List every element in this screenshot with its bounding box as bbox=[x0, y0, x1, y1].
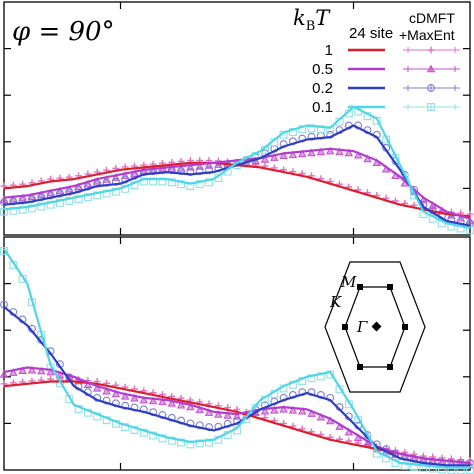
triangle-marker bbox=[279, 404, 288, 413]
triangle-marker bbox=[139, 395, 149, 404]
k-point-marker bbox=[357, 364, 363, 370]
triangle-marker bbox=[353, 150, 363, 159]
triangle-marker bbox=[111, 389, 121, 398]
triangle-marker bbox=[130, 393, 139, 402]
triangle-marker bbox=[120, 391, 130, 400]
24-site-curves bbox=[3, 105, 471, 469]
series-line-0.2 bbox=[3, 306, 470, 467]
triangle-marker bbox=[18, 366, 27, 374]
triangle-marker bbox=[102, 386, 111, 395]
series-line-0.1 bbox=[3, 248, 470, 469]
triangle-marker bbox=[344, 148, 354, 157]
label-K: K bbox=[329, 293, 342, 311]
triangle-marker bbox=[270, 153, 279, 161]
legend-temperature-label: 0.5 bbox=[312, 61, 333, 78]
legend-24site-header: 24 site bbox=[349, 25, 393, 42]
triangle-marker bbox=[130, 169, 139, 178]
legend-cdmft-header-line1: cDMFT bbox=[409, 10, 455, 26]
k-point-marker bbox=[357, 284, 363, 290]
circle-marker bbox=[0, 198, 8, 207]
legend-temperature-label: 0.2 bbox=[312, 80, 333, 97]
circle-marker bbox=[427, 84, 435, 92]
triangle-marker bbox=[9, 368, 18, 376]
triangle-marker bbox=[148, 396, 158, 405]
label-Gamma: Γ bbox=[356, 318, 368, 336]
triangle-marker bbox=[260, 155, 270, 163]
k-point-marker bbox=[387, 284, 393, 290]
triangle-marker bbox=[288, 150, 298, 159]
triangle-marker bbox=[27, 365, 37, 374]
triangle-marker bbox=[176, 400, 186, 409]
triangle-marker bbox=[223, 411, 232, 419]
plus-marker bbox=[427, 46, 435, 54]
top-panel-frame bbox=[3, 1, 471, 236]
triangle-marker bbox=[279, 151, 288, 159]
triangle-marker bbox=[325, 146, 335, 155]
triangle-marker bbox=[167, 398, 177, 407]
triangle-marker bbox=[297, 149, 307, 158]
triangle-marker bbox=[316, 412, 326, 421]
triangle-marker bbox=[307, 148, 316, 157]
k-point-marker bbox=[342, 324, 348, 330]
triangle-marker bbox=[316, 147, 326, 156]
triangle-marker bbox=[297, 406, 307, 415]
legend-cdmft-header-line2: +MaxEnt bbox=[399, 27, 455, 43]
square-marker bbox=[0, 247, 8, 255]
triangle-marker bbox=[92, 384, 102, 392]
triangle-marker bbox=[204, 408, 214, 416]
bottom-panel-frame bbox=[3, 236, 471, 471]
triangle-marker bbox=[83, 380, 93, 388]
brillouin-zone-inset: M K Γ bbox=[324, 261, 426, 393]
triangle-marker bbox=[307, 409, 316, 417]
series-line-0.2 bbox=[3, 124, 471, 227]
triangle-marker bbox=[260, 406, 270, 415]
triangle-marker bbox=[46, 367, 55, 376]
triangle-marker bbox=[363, 154, 372, 163]
panel-title: φ = 90° bbox=[12, 17, 115, 47]
triangle-marker bbox=[214, 410, 223, 418]
triangle-marker bbox=[186, 402, 195, 411]
square-marker bbox=[427, 103, 435, 111]
triangle-marker bbox=[288, 405, 298, 414]
legend-temperature-label: 1 bbox=[325, 42, 333, 59]
label-M: M bbox=[340, 273, 357, 291]
series-line-0.1 bbox=[3, 105, 471, 230]
k-point-marker bbox=[387, 364, 393, 370]
triangle-marker bbox=[158, 397, 167, 406]
series-line-0.5 bbox=[3, 366, 471, 465]
gamma-point-marker bbox=[371, 321, 382, 332]
triangle-marker bbox=[270, 405, 279, 414]
triangle-marker bbox=[195, 405, 204, 414]
triangle-marker bbox=[335, 147, 344, 156]
legend-temperature-label: 0.1 bbox=[312, 99, 333, 116]
series-line-0.5 bbox=[3, 147, 471, 220]
triangle-marker bbox=[37, 366, 46, 375]
k-point-marker bbox=[402, 324, 408, 330]
legend-kbt-header: kBT bbox=[293, 6, 331, 34]
triangle-marker bbox=[426, 64, 436, 73]
triangle-marker bbox=[0, 370, 9, 378]
legend: kBT 24 site cDMFT +MaxEnt 1 0.5 0.2 0.1 bbox=[293, 6, 460, 116]
axis-ticks bbox=[4, 2, 470, 470]
